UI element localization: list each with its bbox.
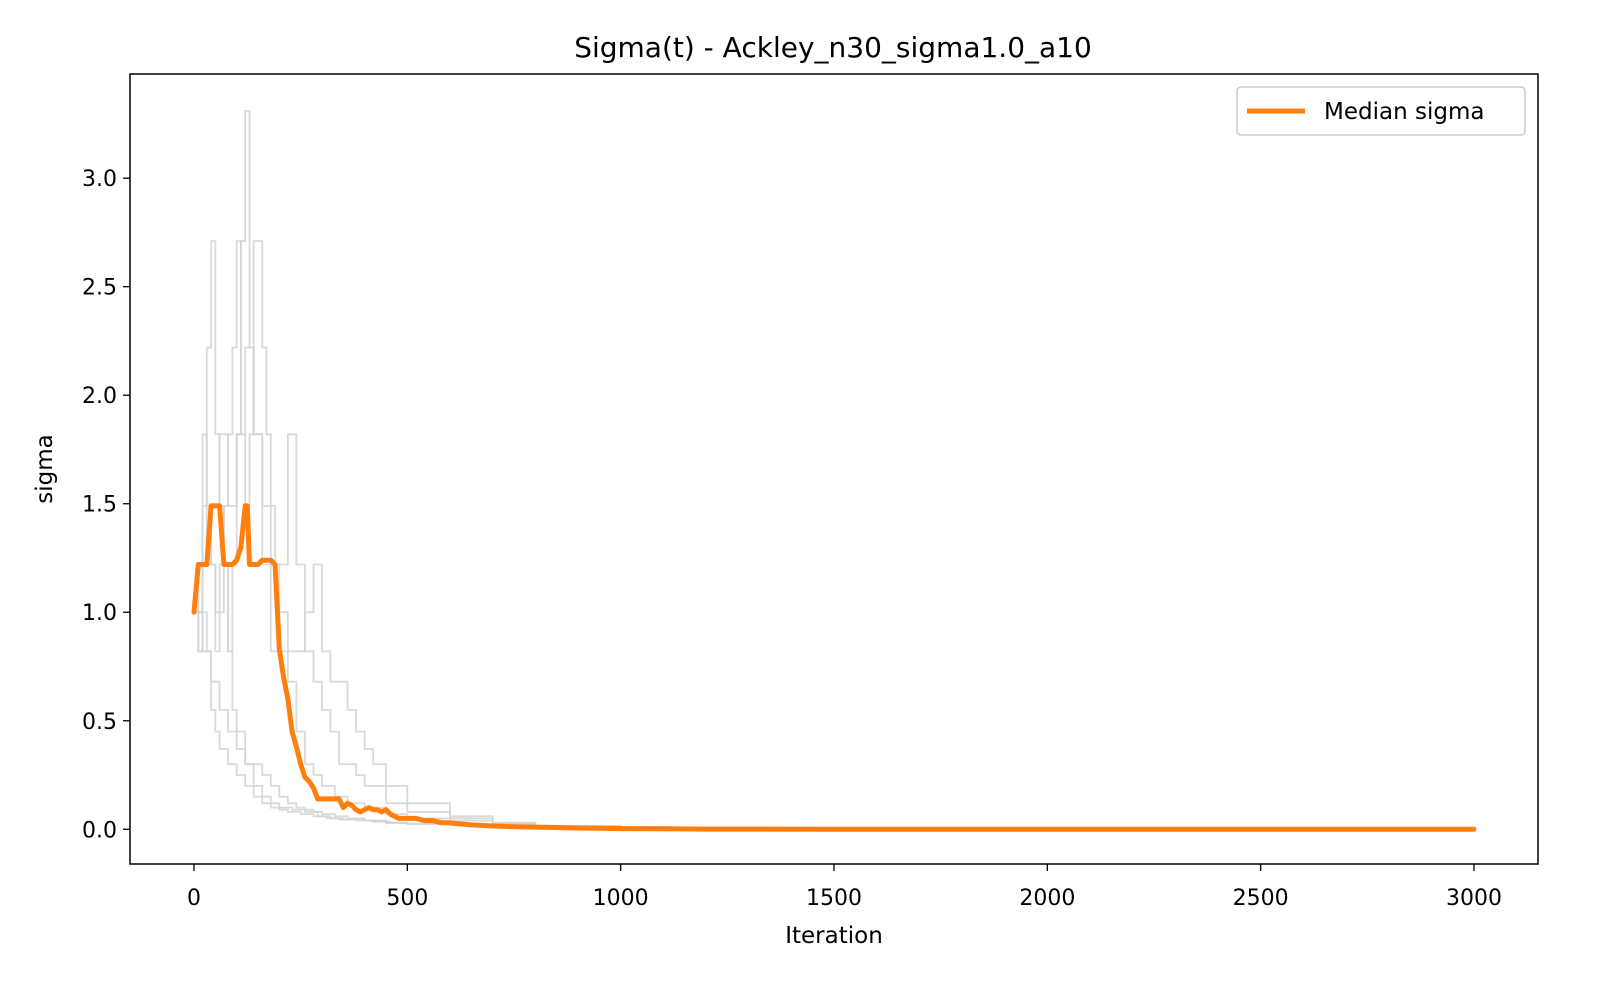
run-line-6: [194, 611, 622, 829]
y-axis-title: sigma: [32, 434, 58, 503]
x-tick-label: 0: [187, 886, 201, 911]
y-tick-label: 3.0: [82, 167, 117, 192]
x-tick-label: 500: [386, 886, 428, 911]
run-line-5: [194, 346, 622, 829]
y-tick-label: 2.5: [82, 276, 117, 301]
x-tick-label: 1500: [806, 886, 862, 911]
x-tick-label: 3000: [1446, 886, 1502, 911]
median-sigma-line: [191, 503, 1477, 832]
y-axis: 0.0 0.5 1.0 1.5 2.0 2.5 3.0: [82, 167, 130, 843]
y-tick-label: 0.5: [82, 710, 117, 735]
x-tick-label: 2000: [1019, 886, 1075, 911]
legend: Median sigma: [1236, 86, 1526, 136]
chart-title: Sigma(t) - Ackley_n30_sigma1.0_a10: [574, 31, 1092, 64]
legend-label-median: Median sigma: [1324, 99, 1484, 125]
y-tick-label: 1.5: [82, 493, 117, 518]
x-axis-title: Iteration: [785, 923, 883, 949]
x-axis: 0 500 1000 1500 2000 2500 3000: [187, 864, 1502, 911]
run-line-3: [194, 240, 622, 829]
x-tick-label: 1000: [593, 886, 649, 911]
y-tick-label: 1.0: [82, 601, 117, 626]
y-tick-label: 2.0: [82, 384, 117, 409]
x-tick-label: 2500: [1233, 886, 1289, 911]
y-tick-label: 0.0: [82, 818, 117, 843]
median-layer: [191, 503, 1477, 832]
legend-box: [1236, 86, 1526, 136]
